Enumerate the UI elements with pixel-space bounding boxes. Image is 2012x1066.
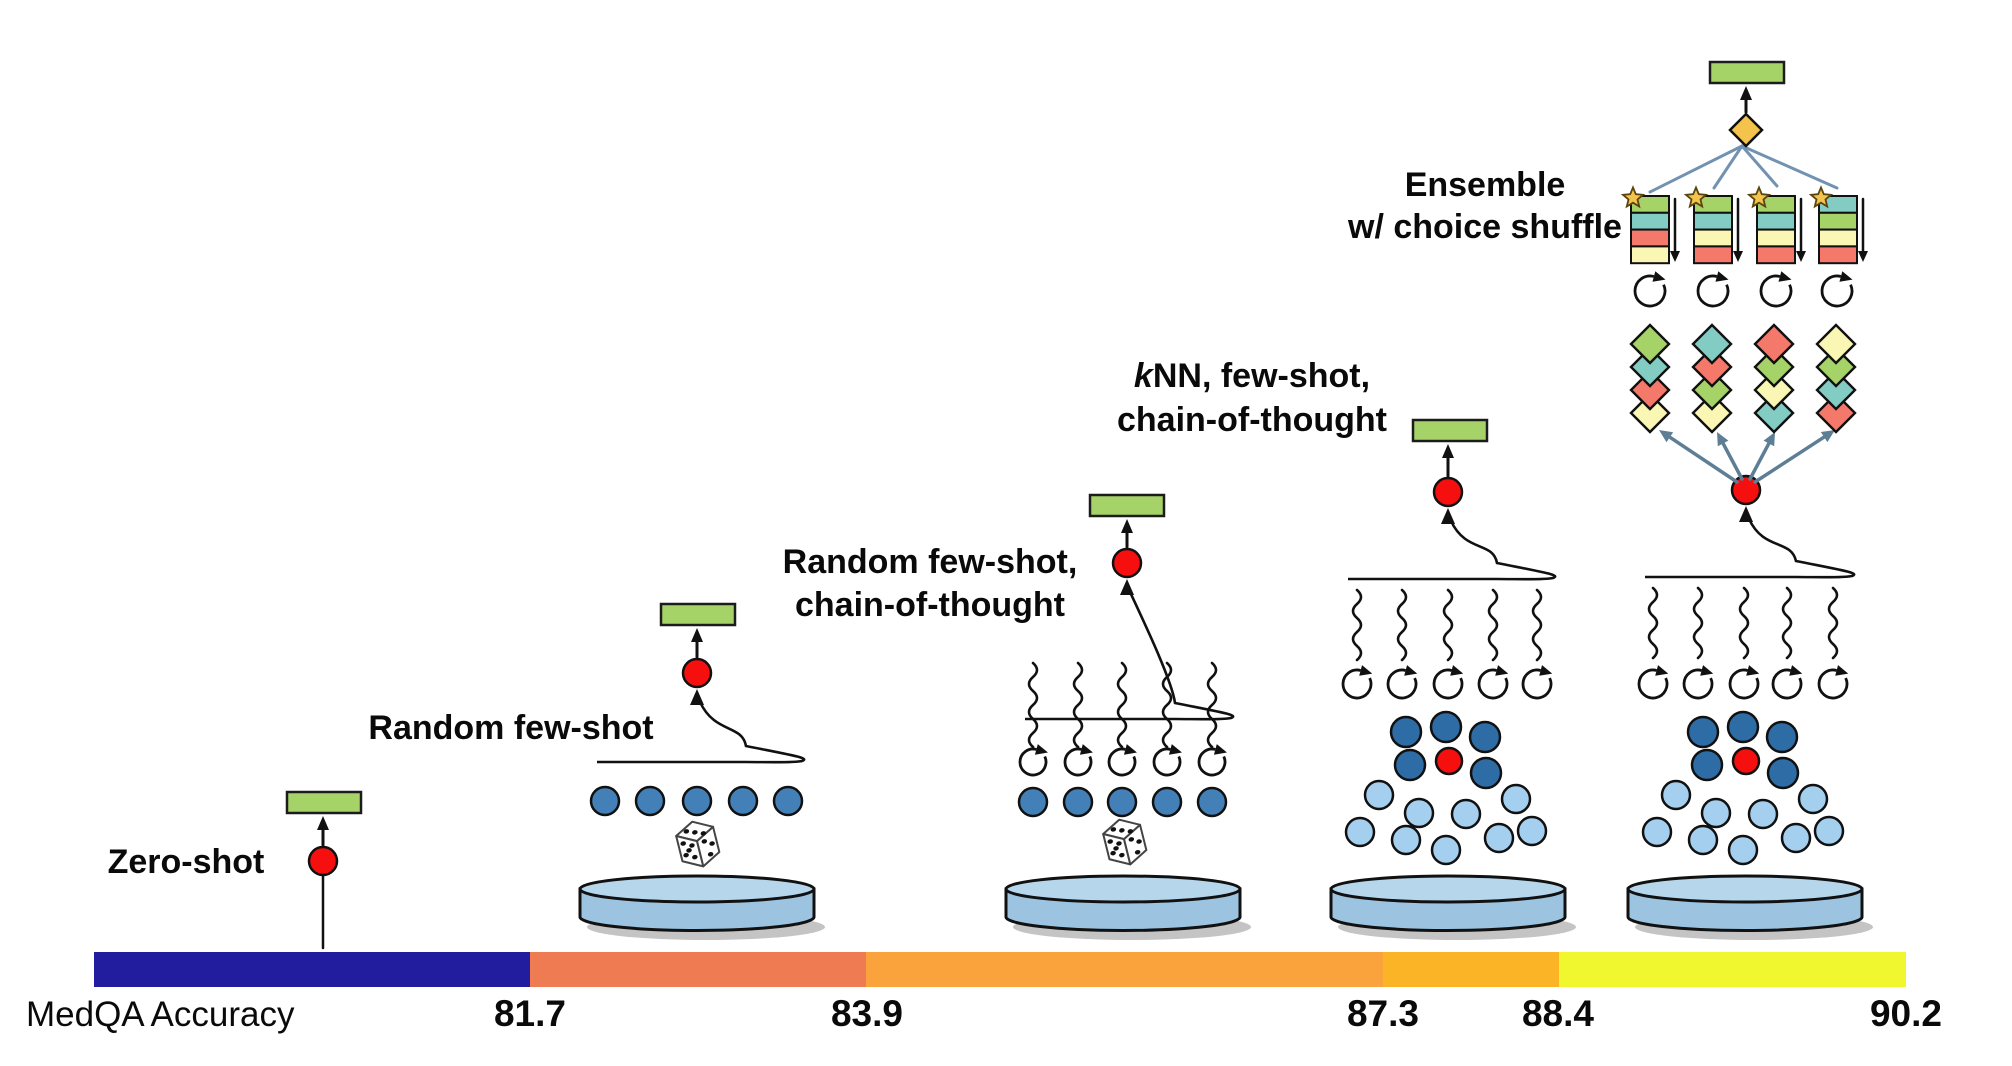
shuffle-loop-icon <box>1759 274 1793 308</box>
stage-random-few-shot-cot-diagram <box>1004 493 1251 940</box>
stage-knn-few-shot-cot-diagram <box>1329 418 1576 940</box>
database-cylinder-icon <box>1626 874 1873 940</box>
star-icon <box>1620 185 1646 209</box>
shuffle-loop-icon <box>1682 668 1714 700</box>
axis-value-87-3: 87.3 <box>1346 993 1419 1034</box>
label-random-few-shot: Random few-shot <box>368 709 654 747</box>
axis-title: MedQA Accuracy <box>26 995 295 1034</box>
label-knn-few-shot-cot-line2: chain-of-thought <box>1116 401 1388 439</box>
shuffle-loop-icon <box>1341 668 1373 700</box>
model-call-node <box>1111 547 1143 579</box>
database-cylinder-icon <box>1329 874 1576 940</box>
shuffled-answers-stack <box>1629 323 1671 434</box>
bar-segment-zero-shot <box>94 952 530 987</box>
medqa-accuracy-bar <box>94 952 1906 987</box>
shuffle-loop-icon <box>1696 274 1730 308</box>
label-random-few-shot-cot-line1: Random few-shot, <box>782 543 1078 581</box>
answer-stack <box>1620 185 1680 265</box>
label-random-few-shot-cot-line2: chain-of-thought <box>794 586 1066 624</box>
bar-segment-random-few-shot <box>530 952 866 987</box>
bar-segment-ensemble <box>1559 952 1906 987</box>
reasoning-squiggle <box>1396 588 1408 662</box>
query-node <box>1434 746 1464 776</box>
answer-stack <box>1683 185 1743 265</box>
shuffle-loop-icon <box>1728 668 1760 700</box>
stage-random-few-shot-diagram <box>578 602 825 940</box>
shuffle-loop-icon <box>1477 668 1509 700</box>
stage-zero-shot-diagram <box>285 790 363 950</box>
knn-italic-k: k <box>1133 357 1153 395</box>
reasoning-squiggle <box>1206 661 1218 749</box>
shuffle-loop-icon <box>1107 747 1137 777</box>
shuffle-loop-icon <box>1771 668 1803 700</box>
dice-icon <box>1102 818 1148 866</box>
axis-value-90-2: 90.2 <box>1869 993 1942 1034</box>
query-node <box>1731 746 1761 776</box>
database-cylinder-icon <box>1004 874 1251 940</box>
reasoning-squiggle <box>1116 661 1128 749</box>
model-call-node <box>307 845 339 877</box>
aggregate-diamond-icon <box>1728 112 1764 148</box>
answer-stack <box>1746 185 1806 265</box>
shuffle-loop-icon <box>1820 274 1854 308</box>
shuffle-loop-icon <box>1633 274 1667 308</box>
reasoning-squiggle <box>1692 586 1704 660</box>
shuffled-answers-stack <box>1691 323 1733 434</box>
shuffle-loop-icon <box>1637 668 1669 700</box>
model-call-node <box>1730 474 1762 506</box>
shuffle-loop-icon <box>1063 747 1093 777</box>
candidate-fan-arrows <box>1659 430 1835 484</box>
model-call-node <box>1432 476 1464 508</box>
label-zero-shot: Zero-shot <box>107 843 265 881</box>
prompt-hook-arrow <box>1025 591 1235 721</box>
label-ensemble-line2: w/ choice shuffle <box>1348 208 1622 246</box>
reasoning-squiggle <box>1027 661 1039 749</box>
shuffle-loop-icon <box>1018 747 1048 777</box>
label-ensemble: Ensemble w/ choice shuffle <box>1310 164 1660 248</box>
star-icon <box>1808 185 1834 209</box>
axis-value-88-4: 88.4 <box>1521 993 1594 1034</box>
prompt-hook-arrow <box>597 701 806 764</box>
answer-stack <box>1808 185 1868 265</box>
shuffle-loop-icon <box>1432 668 1464 700</box>
star-icon <box>1683 185 1709 209</box>
prompt-hook-arrow <box>1645 518 1856 579</box>
reasoning-squiggle <box>1161 661 1173 749</box>
label-ensemble-line1: Ensemble <box>1404 166 1566 204</box>
reasoning-squiggle <box>1442 588 1454 662</box>
star-icon <box>1746 185 1772 209</box>
shuffle-loop-icon <box>1197 747 1227 777</box>
reasoning-squiggle <box>1072 661 1084 749</box>
database-cylinder-icon <box>578 874 825 940</box>
dice-icon <box>675 820 721 868</box>
shuffle-loop-icon <box>1386 668 1418 700</box>
shuffled-answers-stack <box>1753 323 1795 434</box>
shuffle-loop-icon <box>1817 668 1849 700</box>
stage-ensemble-diagram <box>1620 60 1873 940</box>
label-random-few-shot-cot: Random few-shot, chain-of-thought <box>755 541 1105 627</box>
reasoning-squiggle <box>1351 588 1363 662</box>
knn-line1-rest: NN, few-shot, <box>1152 357 1371 395</box>
reasoning-squiggle <box>1647 586 1659 660</box>
axis-value-83-9: 83.9 <box>830 993 903 1034</box>
shuffled-answers-stack <box>1815 323 1857 434</box>
reasoning-squiggle <box>1827 586 1839 660</box>
reasoning-squiggle <box>1487 588 1499 662</box>
prompt-hook-arrow <box>1348 520 1557 581</box>
reasoning-squiggle <box>1738 586 1750 660</box>
shuffle-loop-icon <box>1521 668 1553 700</box>
label-knn-few-shot-cot: kNN, few-shot, chain-of-thought <box>1077 354 1427 442</box>
shuffle-loop-icon <box>1152 747 1182 777</box>
bar-segment-knn-cot <box>1383 952 1559 987</box>
label-knn-few-shot-cot-line1: kNN, few-shot, <box>1077 354 1427 398</box>
axis-value-81-7: 81.7 <box>493 993 566 1034</box>
model-call-node <box>681 657 713 689</box>
bar-segment-few-shot-cot <box>866 952 1383 987</box>
reasoning-squiggle <box>1531 588 1543 662</box>
aggregate-fan-lines <box>1648 144 1839 194</box>
reasoning-squiggle <box>1781 586 1793 660</box>
